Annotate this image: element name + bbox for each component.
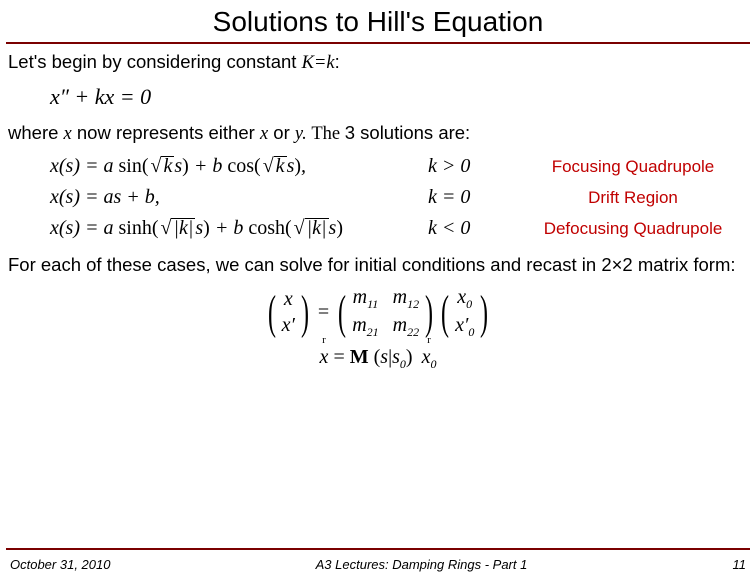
matrix-shorthand: rx = M (s|s0) rx0 [8,345,748,372]
m-paren-open: ( [338,291,346,334]
solution-condition: k > 0 [428,154,518,179]
rhs-vector: x0 x′0 [453,284,476,341]
where-the: The [311,124,344,144]
paren-open: ( [268,291,276,334]
where-or: or [268,122,295,143]
slide-body: Let's begin by considering constant K=k:… [0,50,756,372]
slide-footer: October 31, 2010 A3 Lectures: Damping Ri… [0,557,756,572]
footer-page: 11 [733,557,747,572]
footer-rule [6,548,750,550]
solution-row: x(s) = as + b,k = 0Drift Region [8,185,748,210]
solution-label: Drift Region [518,187,748,208]
solution-label: Defocusing Quadrupole [518,218,748,239]
m11: m11 [352,284,378,313]
paren-close: ) [301,291,309,334]
m-paren-close: ) [425,291,433,334]
where-post: 3 solutions are: [345,122,470,143]
solution-equation: x(s) = a sin(ks) + b cos(ks), [8,154,428,179]
eq-sign-2: = [333,346,349,368]
solution-equation: x(s) = as + b, [8,185,428,210]
M-symbol: M [350,345,369,370]
arg-close: ) [406,346,413,368]
lhs-xprime: x′ [282,312,295,338]
slide-title: Solutions to Hill's Equation [0,0,756,42]
solutions-block: x(s) = a sin(ks) + b cos(ks),k > 0Focusi… [8,154,748,241]
arg-s: s [380,346,388,368]
m-col2: m12 m22 [381,284,421,341]
intro-text-pre: Let's begin by considering constant [8,51,302,72]
solution-condition: k = 0 [428,185,518,210]
m22: m22 [393,312,419,341]
lhs-x: x [282,286,295,312]
rhs-x0prime: x′0 [455,312,474,341]
lhs-vector: x x′ [280,286,297,338]
intro-paragraph: Let's begin by considering constant K=k: [8,50,748,75]
rhs-paren-open: ( [441,291,449,334]
m12: m12 [393,284,419,313]
rhs-paren-close: ) [480,291,488,334]
arg-s0: s0 [392,346,406,368]
where-y: y. [295,124,311,144]
solution-label: Focusing Quadrupole [518,156,748,177]
intro-var-K: K=k [302,53,335,73]
solution-equation: x(s) = a sinh(|k|s) + b cosh(|k|s) [8,216,428,241]
equals-sign: = [313,300,334,325]
solution-row: x(s) = a sin(ks) + b cos(ks),k > 0Focusi… [8,154,748,179]
where-x1: x [64,124,72,144]
where-mid: now represents either [72,122,260,143]
where-paragraph: where x now represents either x or y. Th… [8,121,748,146]
rhs-x0: x0 [455,284,474,313]
x-vector: rx [320,345,329,370]
intro-text-post: : [335,51,340,72]
footer-date: October 31, 2010 [10,557,110,572]
where-pre: where [8,122,64,143]
matrix-equation: ( x x′ ) = ( m11 m21 m12 m22 ) ( x0 x′0 … [8,284,748,372]
title-rule [6,42,750,44]
solution-condition: k < 0 [428,216,518,241]
solution-row: x(s) = a sinh(|k|s) + b cosh(|k|s)k < 0D… [8,216,748,241]
hill-equation: x″ + kx = 0 [50,83,748,111]
m-col1: m11 m21 [350,284,380,341]
footer-center: A3 Lectures: Damping Rings - Part 1 [110,557,732,572]
m21: m21 [352,312,378,341]
x0-vector: rx0 [422,345,437,372]
where-x2: x [260,124,268,144]
recast-paragraph: For each of these cases, we can solve fo… [8,253,748,276]
